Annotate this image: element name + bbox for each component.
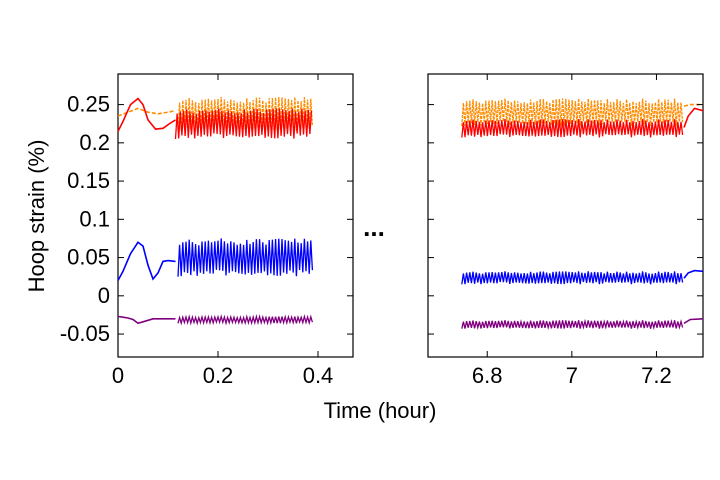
x-tick-label: 0: [112, 363, 124, 388]
x-tick-label: 0.2: [203, 363, 234, 388]
y-tick-label: 0.2: [79, 130, 110, 155]
series-purple-tail: [683, 318, 704, 324]
x-tick-label: 6.8: [472, 363, 503, 388]
x-axis-title: Time (hour): [324, 398, 437, 423]
y-tick-label: 0: [98, 283, 110, 308]
series-red-oscillation-right: [461, 119, 684, 138]
right-y-ticks: [428, 104, 703, 335]
x-tick-label: 7: [566, 363, 578, 388]
left-x-ticks: 0 0.2 0.4: [112, 74, 333, 388]
series-purple-oscillation-right: [461, 318, 684, 331]
left-y-ticks: 0.25 0.2 0.15 0.1 0.05 0 -0.05: [60, 92, 353, 346]
left-series-group: [117, 96, 314, 326]
x-tick-label: 0.4: [303, 363, 334, 388]
series-purple-startup: [117, 315, 176, 325]
series-orange-startup: [117, 107, 176, 117]
series-blue-startup: [117, 241, 176, 281]
right-x-ticks: 6.8 7 7.2: [472, 74, 672, 388]
y-tick-label: -0.05: [60, 321, 110, 346]
left-plot-frame: [117, 73, 354, 358]
x-tick-label: 7.2: [641, 363, 672, 388]
series-blue-oscillation-right: [461, 271, 684, 285]
series-red-oscillation-left: [174, 108, 313, 140]
axis-break-ellipsis: ...: [363, 212, 385, 242]
y-tick-label: 0.05: [67, 245, 110, 270]
series-orange-oscillation-right: [461, 98, 684, 127]
y-tick-label: 0.25: [67, 92, 110, 117]
y-tick-label: 0.15: [67, 168, 110, 193]
y-axis-title: Hoop strain (%): [24, 140, 49, 293]
series-red-tail: [683, 107, 704, 128]
y-tick-label: 0.1: [79, 206, 110, 231]
series-blue-tail: [683, 269, 704, 279]
series-blue-oscillation-left: [177, 238, 314, 277]
right-series-group: [461, 98, 704, 331]
series-red-startup: [117, 97, 176, 132]
series-purple-oscillation-left: [177, 313, 314, 326]
left-panel: 0 0.2 0.4 0.250.20.150.10.050-0.05: [60, 73, 354, 388]
right-plot-frame: [427, 73, 704, 358]
right-panel: 6.8 7 7.2: [427, 73, 704, 388]
